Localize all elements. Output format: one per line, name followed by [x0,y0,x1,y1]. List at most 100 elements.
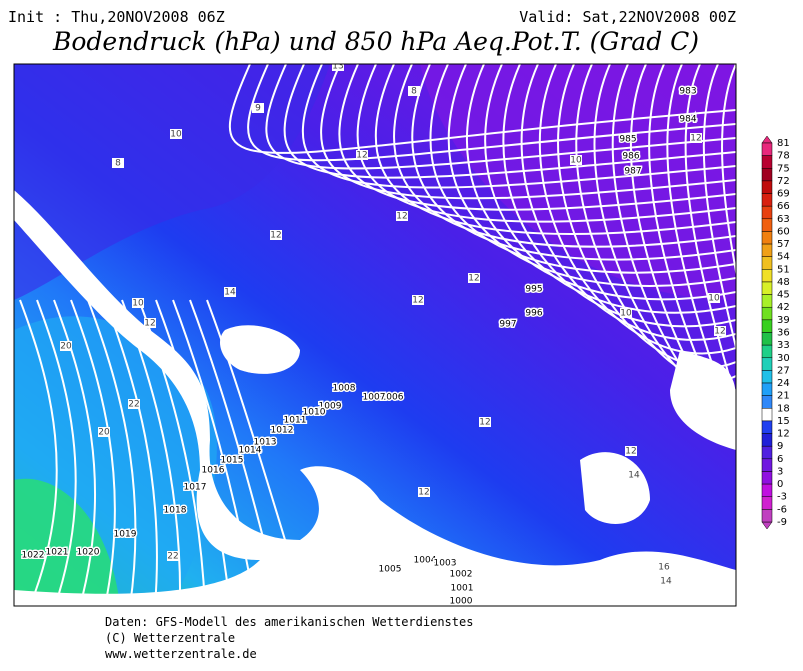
isobar-label: 1021 [46,548,69,558]
label-box [144,318,156,328]
colorbar-label: 9 [777,441,783,452]
isobar-label: 1013 [254,438,277,448]
valid-time: Valid: Sat,22NOV2008 00Z [519,8,736,26]
isobar-label: 995 [525,285,542,295]
isobar-label: 1012 [271,426,294,436]
color-region [420,64,736,300]
label-box [332,64,344,71]
colorbar-swatch [761,142,773,156]
colorbar-swatch [761,382,773,396]
isobar-line [484,64,736,314]
map-title: Bodendruck (hPa) und 850 hPa Aeq.Pot.T. … [52,27,699,56]
isobar-line [121,299,182,606]
colorbar-swatch [761,344,773,359]
map-frame [13,63,737,607]
isobar-line [429,64,736,274]
isobar-line [36,299,77,606]
isobar-label: 1016 [202,466,225,476]
colorbar-label: 3 [777,466,783,477]
label-box [132,298,144,308]
temperature-label: 12 [625,447,636,457]
isobar-line [520,64,736,341]
colorbar-swatch [761,155,773,169]
colorbar-swatch [761,357,773,371]
isobar-label: 1008 [333,384,356,394]
temperature-label: 12 [356,151,367,161]
colorbar-swatch [761,471,773,485]
isobar-line [155,299,231,606]
label-box [412,295,424,305]
isobar-line [53,299,97,606]
label-box [270,230,282,240]
colorbar-label: 72 [777,176,790,187]
isobar-label: 1014 [239,446,262,456]
colorbar-label: 36 [777,328,790,339]
colorbar-label: -9 [777,517,787,528]
isobar-label: 984 [679,115,696,125]
label-box [625,446,637,456]
colorbar-swatch [761,168,773,182]
colorbar-swatch [761,496,773,510]
temperature-label: 12 [396,212,407,222]
temperature-label: 14 [660,577,672,587]
isobar-label: 1011 [284,416,307,426]
colorbar-label: 48 [777,277,790,288]
colorbar: 8178757269666360575451484542393633302724… [761,135,790,530]
isobar-label: 1009 [319,402,342,412]
colorbar-swatch [761,395,773,409]
temperature-label: 12 [144,319,155,329]
isobar-label: 1010 [303,408,326,418]
isobar-label: 1017 [184,483,207,493]
footer-line: Daten: GFS-Modell des amerikanischen Wet… [105,615,473,629]
colorbar-swatch [761,433,773,447]
isobar-line [356,64,736,223]
isobar-line [189,299,281,606]
isobar-line [228,64,736,154]
isobar-label: 1003 [434,559,457,569]
colorbar-label: 21 [777,391,790,402]
isobar-label: 1005 [379,565,402,575]
isobar-line [206,299,306,606]
colorbar-swatch [761,319,773,333]
temperature-label: 10 [170,130,182,140]
color-region [14,64,330,300]
isobar-label: 987 [624,167,641,177]
isobar-line [393,64,736,248]
temperature-label: 13 [332,62,343,72]
colorbar-label: 69 [777,189,790,200]
colorbar-swatch [761,256,773,270]
colorbar-label: 66 [777,201,790,212]
temperature-label: 20 [60,342,72,352]
temperature-label: 10 [620,309,632,319]
colorbar-label: 39 [777,315,790,326]
colorbar-label: 6 [777,454,783,465]
label-box [479,417,491,427]
colorbar-label: 42 [777,302,790,313]
isobar-line [648,64,736,437]
temperature-label: 16 [658,563,670,573]
temperature-label: 20 [98,428,110,438]
label-box [658,562,670,572]
colorbar-swatch [761,205,773,220]
isobars [19,64,736,606]
init-time: Init : Thu,20NOV2008 06Z [8,8,225,26]
isobar-line [702,64,736,476]
isobar-label: 1019 [114,530,137,540]
isobar-line [557,64,736,369]
temperature-label: 14 [628,471,640,481]
colorbar-swatch [761,281,773,295]
colorbar-label: 45 [777,290,790,301]
temperature-label: 12 [468,274,479,284]
colorbar-label: 15 [777,416,790,427]
isobar-line [538,64,736,355]
colorbar-swatch [761,218,773,232]
colorbar-label: 33 [777,340,790,351]
isobar-line [447,64,736,287]
isobar-line [666,64,736,448]
colorbar-swatch [761,306,773,321]
colorbar-swatch [761,332,773,346]
colorbar-label: 12 [777,429,790,440]
temperature-label: 10 [132,299,144,309]
